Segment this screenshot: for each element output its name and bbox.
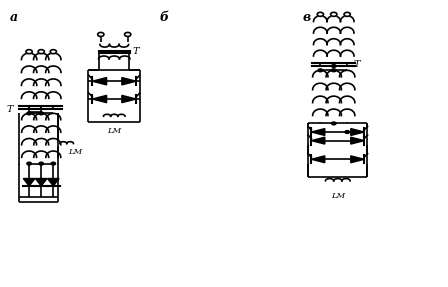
- Circle shape: [345, 131, 349, 133]
- Text: T: T: [7, 105, 13, 114]
- Polygon shape: [92, 95, 107, 103]
- Circle shape: [98, 32, 104, 36]
- Circle shape: [27, 162, 31, 165]
- Circle shape: [39, 112, 43, 115]
- Circle shape: [125, 32, 131, 36]
- Text: LM: LM: [107, 127, 121, 135]
- Polygon shape: [311, 156, 325, 163]
- Circle shape: [26, 50, 32, 54]
- Circle shape: [332, 65, 336, 67]
- Polygon shape: [311, 129, 325, 135]
- Text: в: в: [303, 11, 311, 24]
- Circle shape: [332, 69, 336, 72]
- Circle shape: [331, 12, 337, 16]
- Text: а: а: [9, 11, 17, 24]
- Circle shape: [344, 12, 350, 16]
- Circle shape: [318, 69, 323, 72]
- Polygon shape: [351, 129, 364, 135]
- Text: T: T: [132, 46, 139, 56]
- Circle shape: [332, 122, 336, 125]
- Polygon shape: [92, 77, 107, 85]
- Polygon shape: [122, 95, 136, 103]
- Polygon shape: [122, 77, 136, 85]
- Polygon shape: [351, 137, 364, 144]
- Polygon shape: [23, 179, 35, 186]
- Polygon shape: [351, 156, 364, 163]
- Polygon shape: [35, 179, 47, 186]
- Circle shape: [318, 131, 323, 133]
- Circle shape: [50, 50, 56, 54]
- Text: б: б: [159, 11, 168, 24]
- Circle shape: [317, 12, 323, 16]
- Text: LM: LM: [69, 148, 83, 156]
- Polygon shape: [47, 179, 59, 186]
- Circle shape: [51, 162, 56, 165]
- Circle shape: [27, 112, 31, 115]
- Polygon shape: [311, 137, 325, 144]
- Circle shape: [39, 162, 43, 165]
- Text: LM: LM: [331, 192, 345, 200]
- Circle shape: [38, 50, 44, 54]
- Text: T: T: [354, 60, 361, 69]
